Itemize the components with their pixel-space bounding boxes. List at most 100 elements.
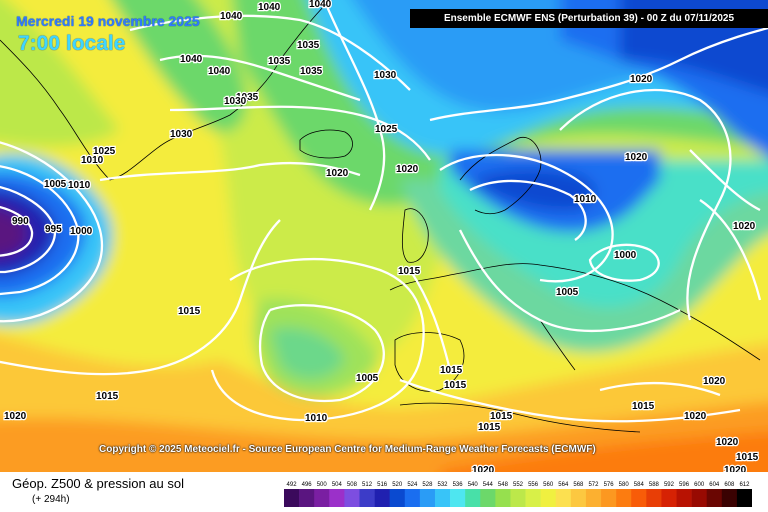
scale-tick-label: 584 [634,482,645,488]
scale-swatch [419,489,436,507]
isobar-label: 1015 [736,452,759,463]
scale-tick-label: 508 [347,482,358,488]
scale-swatch [555,489,572,507]
iceland-coast [299,129,353,159]
forecast-hour: (+ 294h) [32,494,70,505]
isobar-label: 1035 [268,56,291,67]
scale-swatch [631,489,647,507]
isobar-label: 1015 [398,266,421,277]
scale-tick-label: 612 [739,482,750,488]
isobar-label: 1040 [208,66,231,77]
isobar-label: 1020 [630,74,653,85]
isobar-label: 1010 [68,180,91,191]
scandinavia-coast [459,137,542,215]
scale-tick-label: 532 [438,482,449,488]
isobar-label: 1040 [180,54,203,65]
scale-tick-label: 572 [588,482,599,488]
scale-tick-label: 608 [724,482,735,488]
forecast-date: Mercredi 19 novembre 2025 [16,13,200,29]
africa-coast [399,402,641,433]
scale-tick-label: 552 [513,482,524,488]
isobar-label: 1020 [724,465,747,472]
scale-swatch [465,489,481,507]
coastlines [0,0,761,433]
iberia-coast [394,332,465,392]
scale-tick-label: 516 [377,482,388,488]
scale-tick-label: 496 [302,482,313,488]
isobars [0,0,768,421]
isobar-label: 1015 [444,380,467,391]
scale-swatch [601,489,617,507]
scale-swatch [706,489,723,507]
isobar-label: 1020 [684,411,707,422]
scale-swatch [404,489,421,507]
scale-tick-label: 500 [317,482,328,488]
isobar-label: 1020 [716,437,739,448]
isobar-label: 1030 [224,96,247,107]
scale-tick-label: 596 [679,482,690,488]
scale-tick-label: 576 [604,482,615,488]
scale-swatch [359,489,375,507]
isobar-label: 1015 [178,306,201,317]
isobar-label: 1030 [170,129,193,140]
isobar-label: 1030 [374,70,397,81]
scale-swatch [646,489,662,507]
europe-coast [389,263,761,361]
scale-swatch [540,489,557,507]
isobar-label: 1020 [4,411,27,422]
isobar-label: 1015 [96,391,119,402]
isobar-label: 1005 [356,373,379,384]
isobar-label: 1025 [375,124,398,135]
britain-coast [401,208,429,263]
scale-swatch [495,489,511,507]
isobar-label: 1035 [236,92,259,103]
isobar-label: 1000 [70,226,93,237]
scale-tick-label: 600 [694,482,705,488]
legend-footer: Géop. Z500 & pression au sol (+ 294h) 49… [0,472,768,512]
isobar-label: 1020 [396,164,419,175]
scale-swatch [450,489,466,507]
scale-tick-label: 528 [422,482,433,488]
isobar-label: 1000 [614,250,637,261]
scale-swatch [525,489,541,507]
isobar-label: 1020 [472,465,495,472]
isobar-label: 1040 [258,2,281,13]
isobar-label: 1020 [326,168,349,179]
color-scale: 492 496 500 504 508 512 516 520 524 528 532 536 540 5… [284,482,752,507]
scale-swatch [480,489,496,507]
scale-swatch [585,489,602,507]
scale-tick-label: 588 [649,482,660,488]
isobar-label: 1010 [305,413,328,424]
scale-tick-label: 504 [332,482,343,488]
isobar-label: 1005 [44,179,67,190]
scale-tick-label: 556 [528,482,539,488]
scale-swatch [510,489,526,507]
scale-swatch [434,489,451,507]
isobar-label: 1015 [632,401,655,412]
scale-tick-label: 524 [407,482,418,488]
scale-swatch [676,489,692,507]
scale-tick-label: 560 [543,482,554,488]
scale-swatch [374,489,390,507]
scale-tick-label: 568 [573,482,584,488]
scale-swatch [570,489,587,507]
legend-title: Géop. Z500 & pression au sol [12,476,184,491]
isobar-label: 1015 [490,411,513,422]
local-time: 7:00 locale [18,32,126,55]
scale-swatch [329,489,345,507]
isobar-label: 1015 [440,365,463,376]
scale-tick-label: 520 [392,482,403,488]
scale-swatch [344,489,360,507]
scale-tick-label: 540 [468,482,479,488]
scale-tick-label: 548 [498,482,509,488]
isobar-label: 1010 [81,155,104,166]
scale-swatch [736,489,752,507]
isobar-label: 1025 [93,146,116,157]
isobar-label: 1020 [733,221,756,232]
scale-swatch [691,489,708,507]
scale-tick-label: 580 [619,482,630,488]
scale-swatch [284,489,300,507]
